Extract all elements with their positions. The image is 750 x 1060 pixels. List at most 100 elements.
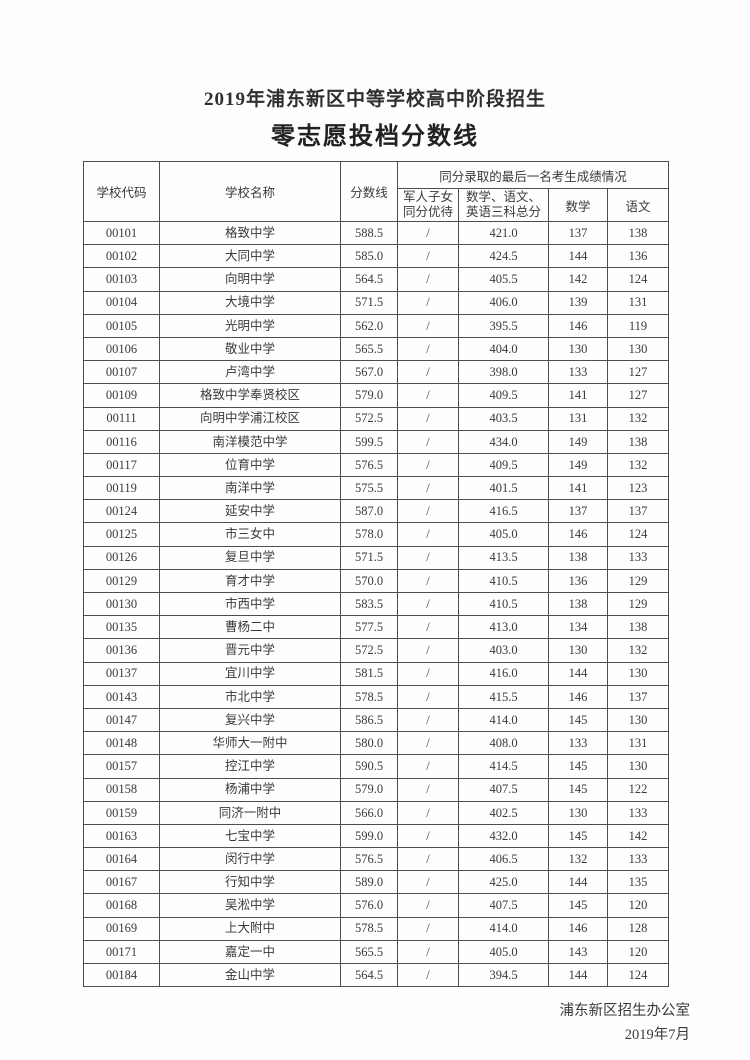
- cell-score-line: 571.5: [340, 545, 398, 570]
- cell-score-line: 579.0: [340, 383, 398, 408]
- cell-chinese-score: 138: [606, 220, 670, 246]
- cell-school-code: 00103: [83, 267, 160, 292]
- header-school-name: 学校名称: [159, 161, 341, 222]
- cell-school-code: 00147: [83, 707, 160, 733]
- cell-school-code: 00135: [83, 615, 160, 640]
- cell-score-line: 576.5: [340, 847, 398, 872]
- cell-military-preference: /: [397, 267, 459, 292]
- cell-chinese-score: 124: [606, 962, 670, 988]
- cell-military-preference: /: [397, 383, 459, 408]
- cell-chinese-score: 133: [606, 545, 670, 570]
- cell-score-line: 575.5: [340, 476, 398, 501]
- cell-military-preference: /: [397, 476, 459, 501]
- cell-military-preference: /: [397, 545, 459, 570]
- table-row: 00119 南洋中学 575.5/401.5 141 123: [83, 476, 670, 501]
- table-row: 00109 格致中学奉贤校区 579.0/409.5 141 127: [83, 383, 670, 408]
- table-row: 00159 同济一附中 566.0/402.5 130 133: [83, 800, 670, 825]
- cell-military-preference: /: [397, 638, 459, 663]
- table-row: 00147 复兴中学 586.5/414.0 145 130: [83, 707, 670, 733]
- table-row: 00126 复旦中学 571.5/413.5 138 133: [83, 545, 670, 570]
- cell-chinese-score: 132: [606, 406, 670, 431]
- cell-three-subject-total: 401.5: [458, 476, 549, 501]
- cell-chinese-score: 136: [606, 244, 670, 269]
- cell-school-name: 市西中学: [159, 591, 341, 617]
- cell-school-code: 00148: [83, 731, 160, 756]
- table-row: 00130 市西中学 583.5/410.5 138 129: [83, 591, 670, 617]
- cell-school-code: 00164: [83, 847, 160, 872]
- cell-math-score: 141: [548, 476, 608, 501]
- cell-three-subject-total: 414.0: [458, 916, 549, 941]
- cell-military-preference: /: [397, 522, 459, 547]
- table-row: 00124 延安中学 587.0/416.5 137 137: [83, 499, 670, 524]
- cell-school-name: 大境中学: [159, 290, 341, 315]
- cell-school-code: 00169: [83, 916, 160, 941]
- cell-school-name: 吴淞中学: [159, 893, 341, 918]
- cell-school-name: 宜川中学: [159, 661, 341, 686]
- cell-school-name: 复旦中学: [159, 545, 341, 570]
- cell-school-name: 嘉定一中: [159, 939, 341, 965]
- cell-school-code: 00126: [83, 545, 160, 570]
- cell-military-preference: /: [397, 429, 459, 454]
- cell-military-preference: /: [397, 939, 459, 965]
- cell-chinese-score: 138: [606, 615, 670, 640]
- cell-math-score: 142: [548, 267, 608, 292]
- cell-three-subject-total: 416.0: [458, 661, 549, 686]
- cell-score-line: 589.0: [340, 870, 398, 895]
- table-row: 00105 光明中学 562.0/395.5 146 119: [83, 313, 670, 338]
- cell-chinese-score: 142: [606, 823, 670, 849]
- cell-math-score: 145: [548, 823, 608, 849]
- cell-school-code: 00109: [83, 383, 160, 408]
- cell-school-name: 控江中学: [159, 754, 341, 779]
- table-row: 00102 大同中学 585.0/424.5 144 136: [83, 244, 670, 269]
- table-row: 00117 位育中学 576.5/409.5 149 132: [83, 452, 670, 478]
- cell-chinese-score: 138: [606, 429, 670, 454]
- cell-school-code: 00129: [83, 568, 160, 594]
- cell-math-score: 138: [548, 591, 608, 617]
- footer: 浦东新区招生办公室 2019年7月: [0, 999, 691, 1047]
- cell-math-score: 145: [548, 777, 608, 802]
- cell-math-score: 138: [548, 545, 608, 570]
- cell-chinese-score: 132: [606, 638, 670, 663]
- cell-military-preference: /: [397, 754, 459, 779]
- cell-school-code: 00167: [83, 870, 160, 895]
- cell-chinese-score: 130: [606, 661, 670, 686]
- cell-math-score: 144: [548, 244, 608, 269]
- cell-school-name: 格致中学: [159, 220, 341, 246]
- cell-three-subject-total: 408.0: [458, 731, 549, 756]
- header-score-line: 分数线: [340, 161, 398, 222]
- table-row: 00104 大境中学 571.5/406.0 139 131: [83, 290, 670, 315]
- cell-military-preference: /: [397, 893, 459, 918]
- cell-score-line: 565.5: [340, 939, 398, 965]
- table-row: 00148 华师大一附中 580.0/408.0 133 131: [83, 731, 670, 756]
- cell-math-score: 133: [548, 731, 608, 756]
- cell-school-name: 敬业中学: [159, 336, 341, 362]
- table-row: 00103 向明中学 564.5/405.5 142 124: [83, 267, 670, 292]
- cell-military-preference: /: [397, 336, 459, 362]
- table-row: 00163 七宝中学 599.0/432.0 145 142: [83, 823, 670, 849]
- cell-school-code: 00101: [83, 220, 160, 246]
- cell-military-preference: /: [397, 568, 459, 594]
- cell-chinese-score: 132: [606, 452, 670, 478]
- cell-three-subject-total: 407.5: [458, 777, 549, 802]
- cell-school-name: 延安中学: [159, 499, 341, 524]
- cell-score-line: 564.5: [340, 962, 398, 988]
- cell-school-name: 市三女中: [159, 522, 341, 547]
- cell-military-preference: /: [397, 499, 459, 524]
- cell-three-subject-total: 413.0: [458, 615, 549, 640]
- cell-three-subject-total: 410.5: [458, 591, 549, 617]
- cell-score-line: 578.5: [340, 916, 398, 941]
- cell-three-subject-total: 432.0: [458, 823, 549, 849]
- header-math: 数学: [548, 188, 608, 222]
- cell-military-preference: /: [397, 452, 459, 478]
- cell-three-subject-total: 407.5: [458, 893, 549, 918]
- cell-school-name: 向明中学浦江校区: [159, 406, 341, 431]
- cell-school-name: 行知中学: [159, 870, 341, 895]
- cell-school-code: 00124: [83, 499, 160, 524]
- cell-school-name: 市北中学: [159, 684, 341, 709]
- header-military-children-preference: 军人子女 同分优待: [397, 188, 459, 222]
- cell-three-subject-total: 414.5: [458, 754, 549, 779]
- table-row: 00116 南洋模范中学 599.5/434.0 149 138: [83, 429, 670, 454]
- table-row: 00158 杨浦中学 579.0/407.5 145 122: [83, 777, 670, 802]
- cell-score-line: 564.5: [340, 267, 398, 292]
